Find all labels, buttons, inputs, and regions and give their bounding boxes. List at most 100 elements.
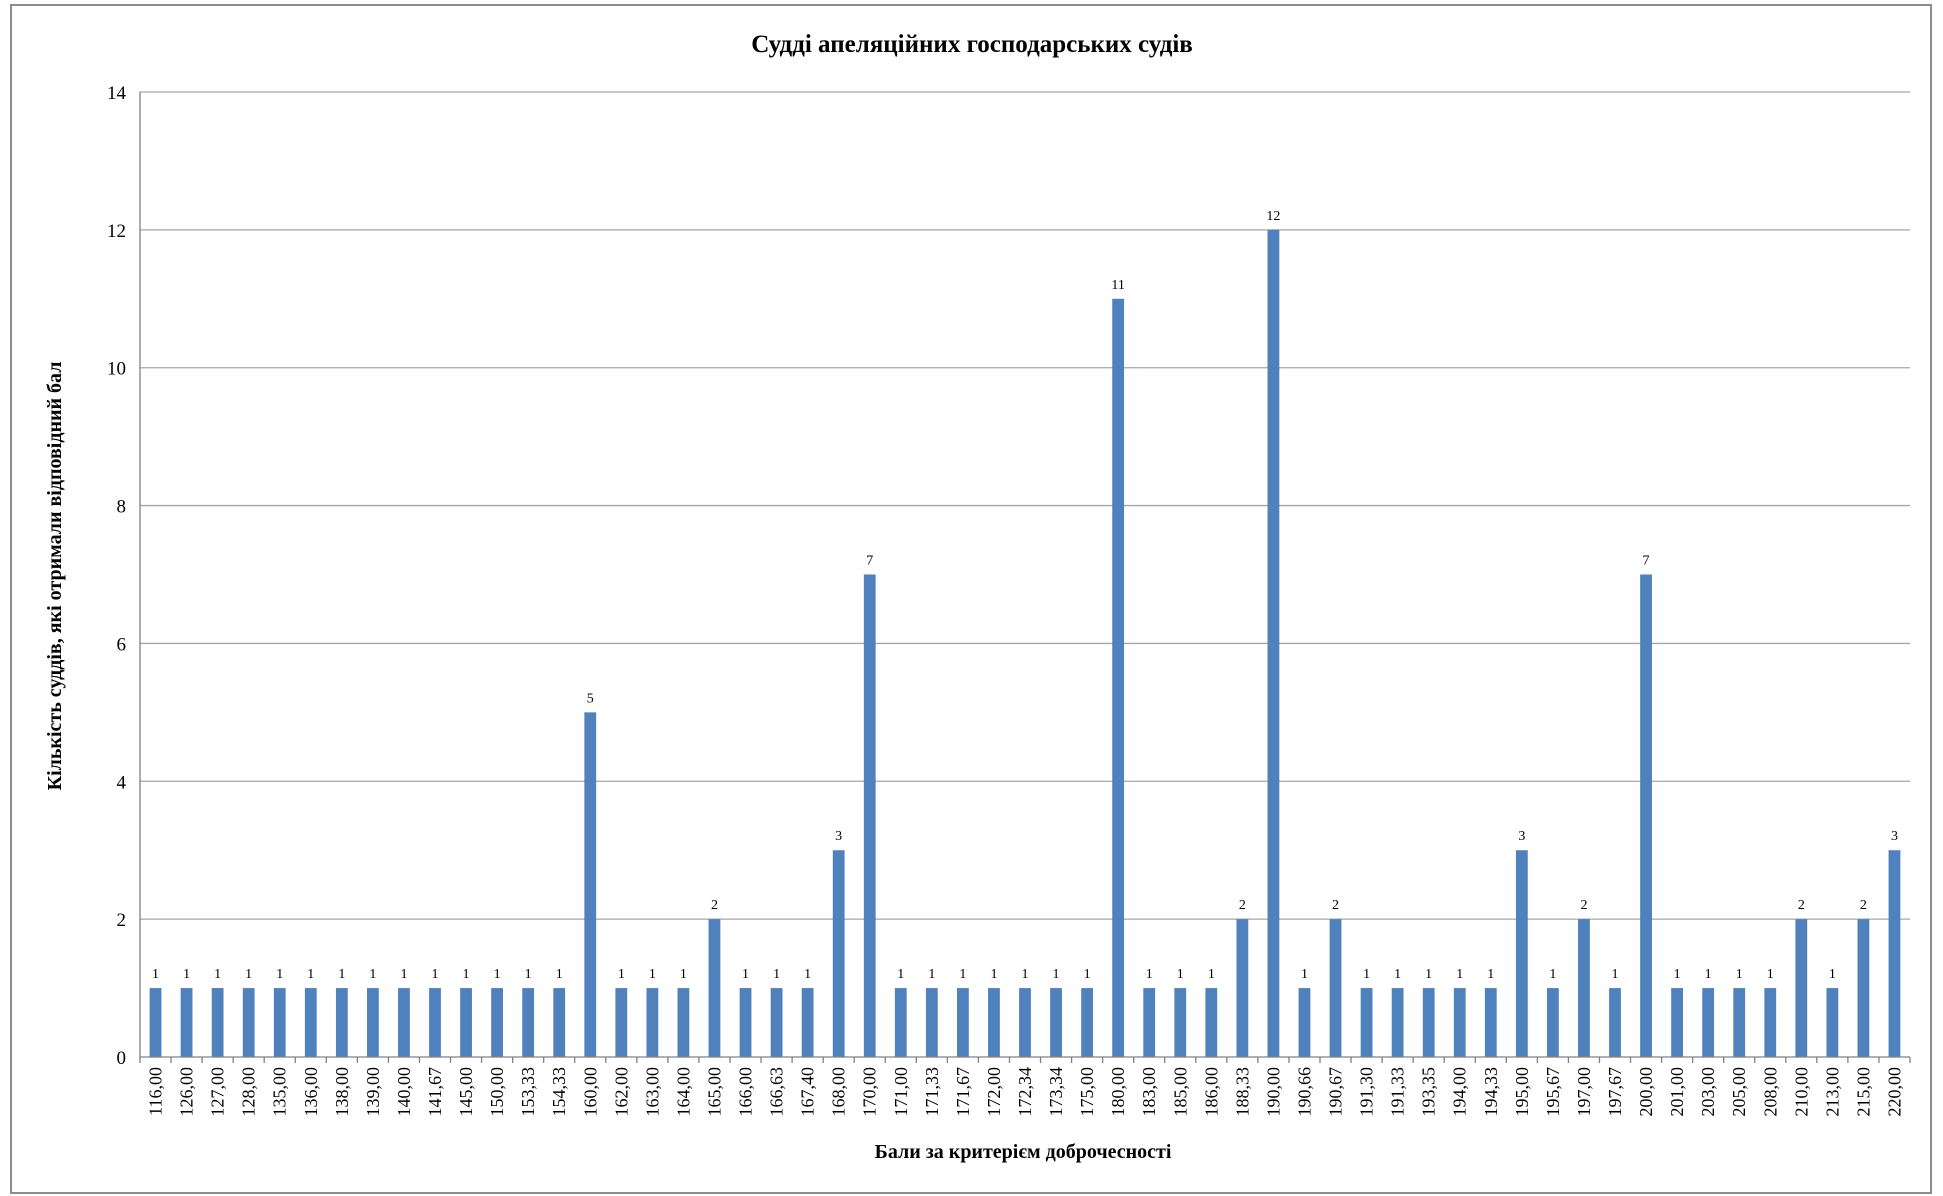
bar	[1795, 919, 1808, 1057]
x-tick-label: 171,33	[922, 1067, 942, 1117]
bar	[1298, 988, 1311, 1057]
x-tick-label: 170,00	[860, 1067, 880, 1117]
x-tick-label: 175,00	[1077, 1067, 1097, 1117]
data-label: 1	[400, 967, 407, 982]
x-tick-label: 171,00	[891, 1067, 911, 1117]
bar	[1733, 988, 1746, 1057]
bar	[1453, 988, 1466, 1057]
x-tick-label: 195,67	[1543, 1067, 1563, 1117]
data-label: 1	[804, 967, 811, 982]
data-label: 1	[1177, 967, 1184, 982]
bar	[801, 988, 814, 1057]
data-label: 1	[680, 967, 687, 982]
data-label: 1	[773, 967, 780, 982]
x-axis-title: Бали за критерієм доброчесності	[875, 1141, 1172, 1163]
x-tick-label: 135,00	[270, 1067, 290, 1117]
data-label: 1	[1363, 967, 1370, 982]
data-label: 1	[649, 967, 656, 982]
x-tick-label: 166,00	[736, 1067, 756, 1117]
data-label: 1	[959, 967, 966, 982]
bar	[863, 574, 876, 1057]
x-tick-label: 153,33	[518, 1067, 538, 1117]
x-tick-label: 191,30	[1357, 1067, 1377, 1117]
bar	[1888, 850, 1901, 1057]
x-tick-label: 194,33	[1481, 1067, 1501, 1117]
bar	[1081, 988, 1094, 1057]
bar	[491, 988, 504, 1057]
bar	[1267, 229, 1280, 1057]
bar	[1143, 988, 1156, 1057]
data-label: 1	[1767, 967, 1774, 982]
data-label: 1	[1425, 967, 1432, 982]
data-label: 1	[1736, 967, 1743, 982]
data-label: 1	[1549, 967, 1556, 982]
bar	[1174, 988, 1187, 1057]
data-label: 3	[835, 829, 842, 844]
bar	[770, 988, 783, 1057]
x-tick-label: 210,00	[1791, 1067, 1811, 1117]
data-label: 11	[1111, 278, 1124, 293]
bars	[149, 229, 1901, 1057]
bar	[894, 988, 907, 1057]
bar	[1857, 919, 1870, 1057]
bar	[1515, 850, 1528, 1057]
data-label: 3	[1518, 829, 1525, 844]
x-tick-label: 167,40	[798, 1067, 818, 1117]
x-tick-label: 163,00	[642, 1067, 662, 1117]
x-tick-label: 197,67	[1605, 1067, 1625, 1117]
data-label: 1	[742, 967, 749, 982]
data-label: 1	[618, 967, 625, 982]
x-tick-label: 136,00	[301, 1067, 321, 1117]
x-tick-label: 180,00	[1108, 1067, 1128, 1117]
bar	[1360, 988, 1373, 1057]
x-tick-label: 126,00	[177, 1067, 197, 1117]
data-label: 1	[1394, 967, 1401, 982]
x-tick-labels: 116,00 126,00 127,00 128,00 135,00 136,00 138,…	[146, 1067, 1905, 1117]
x-tick-label: 150,00	[487, 1067, 507, 1117]
data-label: 1	[183, 967, 190, 982]
bar	[460, 988, 472, 1057]
x-tick-label: 168,00	[829, 1067, 849, 1117]
data-label: 1	[1301, 967, 1308, 982]
data-label: 1	[1456, 967, 1463, 982]
bar	[1546, 988, 1559, 1057]
bar	[273, 988, 286, 1057]
gridlines	[140, 91, 1910, 920]
bar	[615, 988, 628, 1057]
data-label: 1	[928, 967, 935, 982]
x-tick-label: 213,00	[1822, 1067, 1842, 1117]
data-label: 12	[1266, 209, 1280, 224]
bar	[242, 988, 255, 1057]
data-label: 5	[587, 691, 594, 706]
data-label: 1	[1674, 967, 1681, 982]
data-label: 1	[897, 967, 904, 982]
bar	[366, 988, 379, 1057]
x-tick-label: 172,34	[1015, 1067, 1035, 1117]
data-label: 1	[1084, 967, 1091, 982]
x-tick-label: 190,67	[1326, 1067, 1346, 1117]
bar	[1702, 988, 1715, 1057]
bar	[1609, 988, 1621, 1057]
x-tick-label: 190,66	[1294, 1067, 1314, 1117]
x-tick-label: 173,34	[1046, 1067, 1066, 1117]
data-label: 1	[307, 967, 314, 982]
data-label: 2	[1798, 898, 1805, 913]
x-tick-label: 140,00	[394, 1067, 414, 1117]
x-tick-label: 205,00	[1729, 1067, 1749, 1117]
bar	[1640, 574, 1652, 1057]
x-tick-label: 166,63	[767, 1067, 787, 1117]
bar	[398, 988, 410, 1057]
data-label: 1	[556, 967, 563, 982]
data-label: 1	[245, 967, 252, 982]
bar	[1329, 919, 1342, 1057]
y-tick-label: 8	[117, 497, 127, 518]
bar	[832, 850, 845, 1057]
data-label: 2	[1239, 898, 1246, 913]
x-tick-label: 201,00	[1667, 1067, 1687, 1117]
bar	[1019, 988, 1031, 1057]
x-tick-label: 186,00	[1201, 1067, 1221, 1117]
bar	[1671, 988, 1684, 1057]
data-label: 1	[990, 967, 997, 982]
data-label: 1	[525, 967, 532, 982]
